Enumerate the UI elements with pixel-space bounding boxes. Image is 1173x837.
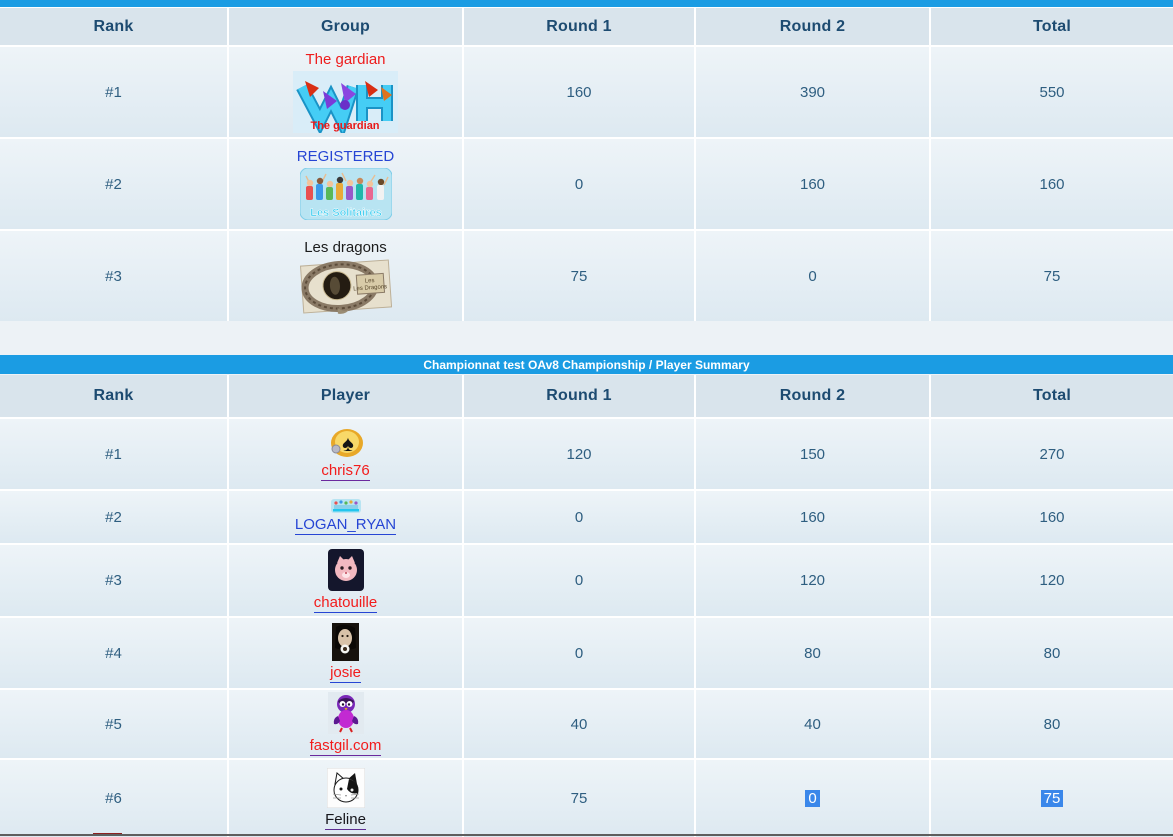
group-row-3: #3 Les dragons Les Les Dragons 75 0 75 xyxy=(0,231,1173,321)
player-rank: #2 xyxy=(105,508,122,526)
player-round1-value: 120 xyxy=(566,445,592,463)
player-round2-value: 80 xyxy=(804,644,821,662)
group-total-value: 75 xyxy=(1043,267,1061,285)
player-round1-value: 0 xyxy=(574,572,584,589)
player-round1-value: 0 xyxy=(574,508,584,526)
player-link-fastgil[interactable]: fastgil.com xyxy=(309,737,382,756)
player-header-total: Total xyxy=(931,375,1173,417)
group-total-value: 160 xyxy=(1039,175,1065,193)
svg-text:The guardian: The guardian xyxy=(310,120,379,132)
group-header-group: Group xyxy=(229,8,462,45)
svg-text:♠: ♠ xyxy=(342,431,354,456)
group-round2-value: 0 xyxy=(808,267,817,285)
group-rank: #1 xyxy=(105,83,122,101)
player-round2-value: 40 xyxy=(804,715,821,733)
gold-spade-avatar[interactable]: ♠ xyxy=(327,427,365,459)
group-rank: #2 xyxy=(105,175,122,193)
player-header-round2: Round 2 xyxy=(696,375,929,417)
group-link-the-gardian[interactable]: The gardian xyxy=(305,51,386,68)
group-header-round1: Round 1 xyxy=(464,8,694,45)
player-row-4: #4 josie 0 80 80 xyxy=(0,618,1173,688)
group-round1-value: 160 xyxy=(566,83,592,101)
player-header-round1: Round 1 xyxy=(464,375,694,417)
dark-portrait-avatar[interactable] xyxy=(332,623,359,661)
section-divider-band xyxy=(0,321,1173,355)
player-total-value: 160 xyxy=(1039,508,1065,526)
group-header-total: Total xyxy=(931,8,1173,45)
player-row-6: #6 Feline 75 0 75 xyxy=(0,760,1173,837)
player-round1-value: 75 xyxy=(570,790,588,807)
player-table-header-row: Rank Player Round 1 Round 2 Total xyxy=(0,375,1173,417)
player-rank: #1 xyxy=(105,445,122,463)
player-round2-value-selected: 0 xyxy=(805,790,820,807)
player-total-value: 80 xyxy=(1043,644,1061,662)
player-row-2: #2 LOGAN_RYAN 0 160 160 xyxy=(0,491,1173,543)
championship-title: Championnat test OAv8 Championship / Pla… xyxy=(423,357,750,372)
player-link-feline[interactable]: Feline xyxy=(325,810,366,830)
svg-text:Les Dragons: Les Dragons xyxy=(353,284,387,292)
championship-title-bar: Championnat test OAv8 Championship / Pla… xyxy=(0,355,1173,374)
player-rank: #5 xyxy=(105,715,122,733)
bw-cat-avatar[interactable] xyxy=(326,767,365,808)
player-link-chatouille[interactable]: chatouille xyxy=(313,593,378,613)
pink-cat-avatar[interactable] xyxy=(327,548,364,591)
group-link-les-dragons[interactable]: Les dragons xyxy=(304,238,387,256)
group-header-round2: Round 2 xyxy=(696,8,929,45)
player-round2-value: 150 xyxy=(799,445,826,463)
player-total-value-selected: 75 xyxy=(1040,790,1064,807)
mini-group-photo-avatar[interactable] xyxy=(330,499,361,513)
player-link-logan-ryan[interactable]: LOGAN_RYAN xyxy=(294,516,397,535)
group-row-1: #1 The gardian The guardian 160 390 550 xyxy=(0,47,1173,137)
svg-text:Les: Les xyxy=(364,278,374,285)
player-link-chris76[interactable]: chris76 xyxy=(321,462,370,481)
les-solitaires-logo[interactable]: Les Solitaires xyxy=(299,168,392,220)
group-header-rank: Rank xyxy=(0,8,227,45)
group-row-2: #2 REGISTERED xyxy=(0,139,1173,229)
previous-section-bar-edge xyxy=(0,0,1173,8)
player-summary-table: Rank Player Round 1 Round 2 Total #1 ♠ c… xyxy=(0,375,1173,837)
group-round2-value: 390 xyxy=(799,83,826,101)
group-round1-value: 75 xyxy=(570,267,588,285)
player-total-value: 270 xyxy=(1039,445,1065,463)
group-round1-value: 0 xyxy=(574,175,584,193)
svg-text:Les Solitaires: Les Solitaires xyxy=(310,207,382,219)
player-round1-value: 40 xyxy=(570,715,588,733)
player-row-3: #3 chatouille 0 120 120 xyxy=(0,545,1173,616)
purple-bird-avatar[interactable] xyxy=(327,692,364,734)
player-header-player: Player xyxy=(229,375,462,417)
group-round2-value: 160 xyxy=(799,175,826,193)
gardian-dragons-logo[interactable]: The guardian xyxy=(293,71,398,133)
group-summary-table: Rank Group Round 1 Round 2 Total #1 The … xyxy=(0,8,1173,321)
player-rank: #3 xyxy=(105,572,122,589)
player-rank: #4 xyxy=(105,644,122,662)
group-table-header-row: Rank Group Round 1 Round 2 Total xyxy=(0,8,1173,45)
player-row-5: #5 fastgil.com 40 40 80 xyxy=(0,690,1173,758)
player-rank: #6 xyxy=(105,790,122,807)
player-round2-value: 120 xyxy=(799,572,826,589)
player-round2-value: 160 xyxy=(799,508,826,526)
group-rank: #3 xyxy=(105,267,122,285)
player-total-value: 120 xyxy=(1039,572,1065,589)
group-link-registered[interactable]: REGISTERED xyxy=(296,148,395,165)
group-total-value: 550 xyxy=(1039,83,1065,101)
player-header-rank: Rank xyxy=(0,375,227,417)
player-row-1: #1 ♠ chris76 120 150 270 xyxy=(0,419,1173,489)
player-total-value: 80 xyxy=(1043,715,1061,733)
les-dragons-logo[interactable]: Les Les Dragons xyxy=(299,258,392,314)
page-bottom-edge xyxy=(0,834,1173,836)
player-round1-value: 0 xyxy=(574,644,584,662)
player-link-josie[interactable]: josie xyxy=(330,664,361,683)
